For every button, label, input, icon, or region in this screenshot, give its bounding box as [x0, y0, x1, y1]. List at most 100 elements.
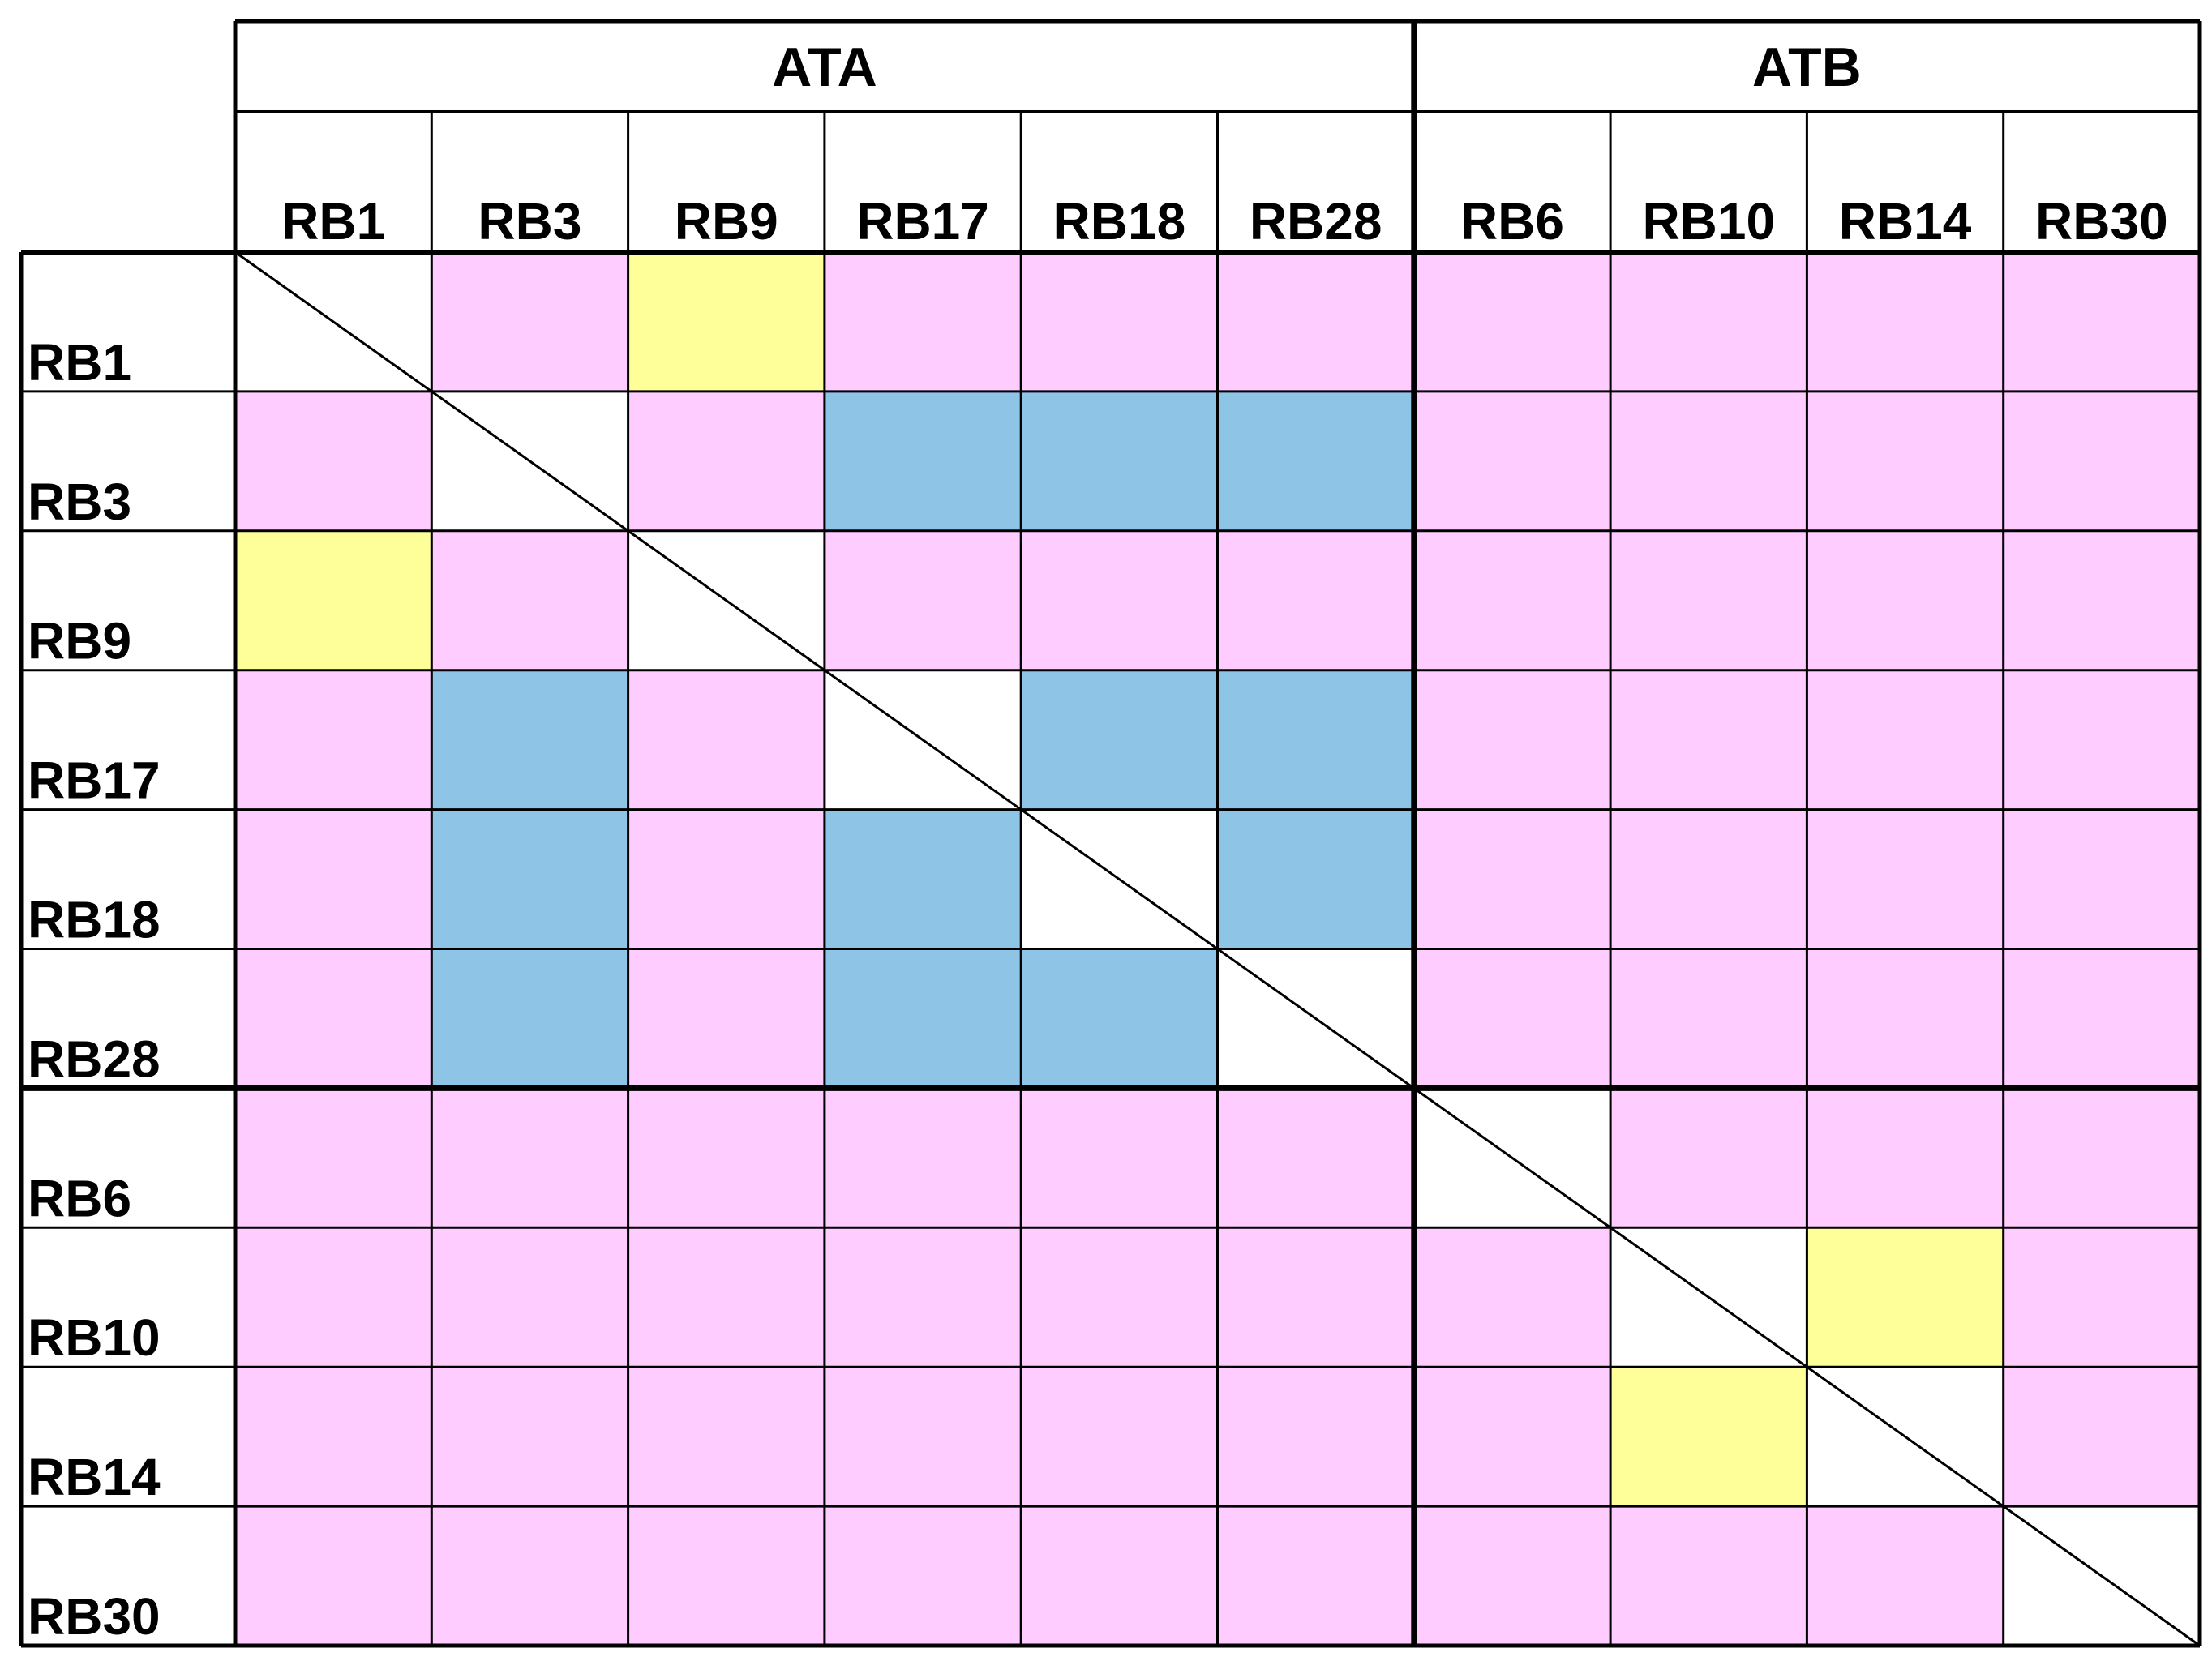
- cell-RB17-RB6: [1413, 670, 1611, 810]
- cell-RB3-RB28: [1217, 391, 1414, 531]
- column-header-rb30: RB30: [2035, 192, 2168, 250]
- cell-RB17-RB18: [1021, 670, 1218, 810]
- cell-RB6-RB3: [431, 1088, 628, 1228]
- matrix-cells: [235, 252, 2200, 1646]
- cell-RB28-RB17: [824, 948, 1022, 1089]
- row-header-rb18: RB18: [28, 891, 161, 949]
- column-header-rb17: RB17: [856, 192, 989, 250]
- cell-RB28-RB6: [1413, 948, 1611, 1089]
- cell-RB3-RB1: [235, 391, 432, 531]
- cell-RB3-RB10: [1610, 391, 1807, 531]
- cell-RB10-RB9: [628, 1227, 825, 1368]
- cell-RB3-RB6: [1413, 391, 1611, 531]
- cell-RB28-RB30: [2003, 948, 2200, 1089]
- row-header-rb10: RB10: [28, 1308, 161, 1367]
- cell-RB3-RB18: [1021, 391, 1218, 531]
- column-header-rb9: RB9: [675, 192, 778, 250]
- cell-RB6-RB18: [1021, 1088, 1218, 1228]
- cell-RB28-RB14: [1807, 948, 2004, 1089]
- cell-RB14-RB10: [1610, 1367, 1807, 1507]
- cell-RB18-RB10: [1610, 809, 1807, 949]
- cell-RB1-RB18: [1021, 252, 1218, 392]
- cell-RB30-RB3: [431, 1506, 628, 1646]
- cell-RB30-RB17: [824, 1506, 1022, 1646]
- cell-RB1-RB14: [1807, 252, 2004, 392]
- cell-RB14-RB9: [628, 1367, 825, 1507]
- row-header-rb14: RB14: [28, 1448, 161, 1506]
- column-header-rb10: RB10: [1642, 192, 1775, 250]
- cell-RB14-RB17: [824, 1367, 1022, 1507]
- column-header-rb3: RB3: [478, 192, 581, 250]
- cell-RB10-RB30: [2003, 1227, 2200, 1368]
- row-header-rb1: RB1: [28, 333, 131, 392]
- cell-RB30-RB9: [628, 1506, 825, 1646]
- cell-RB1-RB28: [1217, 252, 1414, 392]
- column-header-rb18: RB18: [1053, 192, 1186, 250]
- cell-RB1-RB17: [824, 252, 1022, 392]
- cell-RB14-RB6: [1413, 1367, 1611, 1507]
- cell-RB9-RB3: [431, 530, 628, 670]
- cell-RB30-RB10: [1610, 1506, 1807, 1646]
- grid-lines: [19, 19, 2202, 1648]
- cell-RB28-RB18: [1021, 948, 1218, 1089]
- cell-RB9-RB14: [1807, 530, 2004, 670]
- group-header-ata: ATA: [772, 36, 877, 98]
- cell-RB6-RB14: [1807, 1088, 2004, 1228]
- cell-RB30-RB1: [235, 1506, 432, 1646]
- cell-RB9-RB17: [824, 530, 1022, 670]
- cell-RB9-RB28: [1217, 530, 1414, 670]
- cell-RB17-RB3: [431, 670, 628, 810]
- cell-RB14-RB30: [2003, 1367, 2200, 1507]
- cell-RB18-RB1: [235, 809, 432, 949]
- cell-RB28-RB10: [1610, 948, 1807, 1089]
- cell-RB14-RB18: [1021, 1367, 1218, 1507]
- cell-RB6-RB10: [1610, 1088, 1807, 1228]
- cell-RB14-RB1: [235, 1367, 432, 1507]
- cell-RB1-RB6: [1413, 252, 1611, 392]
- row-header-rb28: RB28: [28, 1030, 161, 1088]
- column-header-rb1: RB1: [281, 192, 385, 250]
- cell-RB10-RB17: [824, 1227, 1022, 1368]
- cell-RB30-RB18: [1021, 1506, 1218, 1646]
- cell-RB30-RB14: [1807, 1506, 2004, 1646]
- cell-RB30-RB28: [1217, 1506, 1414, 1646]
- cell-RB9-RB1: [235, 530, 432, 670]
- cell-RB17-RB10: [1610, 670, 1807, 810]
- cell-RB28-RB1: [235, 948, 432, 1089]
- cell-RB18-RB6: [1413, 809, 1611, 949]
- cell-RB10-RB18: [1021, 1227, 1218, 1368]
- cell-RB9-RB30: [2003, 530, 2200, 670]
- cell-RB6-RB1: [235, 1088, 432, 1228]
- cell-RB10-RB6: [1413, 1227, 1611, 1368]
- cell-RB9-RB18: [1021, 530, 1218, 670]
- cell-RB3-RB9: [628, 391, 825, 531]
- cell-RB18-RB3: [431, 809, 628, 949]
- cell-RB18-RB28: [1217, 809, 1414, 949]
- row-header-rb30: RB30: [28, 1587, 161, 1646]
- cell-RB30-RB6: [1413, 1506, 1611, 1646]
- cell-RB18-RB30: [2003, 809, 2200, 949]
- row-header-rb17: RB17: [28, 751, 161, 810]
- row-header-rb6: RB6: [28, 1169, 131, 1227]
- cell-RB1-RB3: [431, 252, 628, 392]
- cell-RB10-RB14: [1807, 1227, 2004, 1368]
- column-header-rb14: RB14: [1839, 192, 1972, 250]
- cell-RB18-RB14: [1807, 809, 2004, 949]
- cell-RB17-RB30: [2003, 670, 2200, 810]
- cell-RB14-RB28: [1217, 1367, 1414, 1507]
- cell-RB6-RB9: [628, 1088, 825, 1228]
- cell-RB18-RB17: [824, 809, 1022, 949]
- cell-RB14-RB3: [431, 1367, 628, 1507]
- cell-RB10-RB3: [431, 1227, 628, 1368]
- cell-RB1-RB30: [2003, 252, 2200, 392]
- cell-RB10-RB28: [1217, 1227, 1414, 1368]
- row-header-rb9: RB9: [28, 612, 131, 670]
- cell-RB18-RB9: [628, 809, 825, 949]
- cell-RB9-RB6: [1413, 530, 1611, 670]
- cell-RB6-RB17: [824, 1088, 1022, 1228]
- cell-RB10-RB1: [235, 1227, 432, 1368]
- cell-RB3-RB30: [2003, 391, 2200, 531]
- cell-RB17-RB9: [628, 670, 825, 810]
- cell-RB1-RB9: [628, 252, 825, 392]
- cell-RB9-RB10: [1610, 530, 1807, 670]
